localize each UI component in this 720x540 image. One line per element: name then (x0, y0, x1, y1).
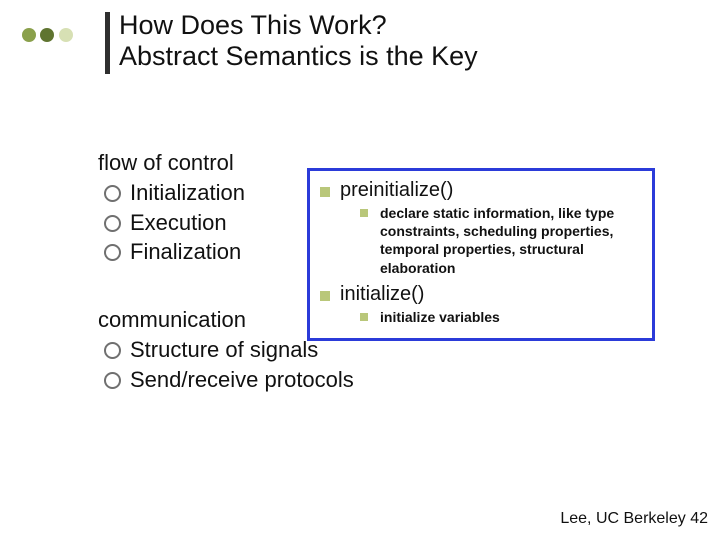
list-item: Send/receive protocols (98, 365, 398, 395)
dot-icon (22, 28, 36, 42)
callout-label: preinitialize() (340, 179, 453, 201)
callout-item: preinitialize() declare static informati… (320, 179, 642, 277)
title-bar (105, 12, 110, 74)
callout-sub: initialize variables (340, 308, 642, 326)
title-line-2: Abstract Semantics is the Key (119, 41, 478, 72)
square-bullet-icon (320, 291, 330, 301)
square-bullet-icon (320, 187, 330, 197)
square-bullet-icon (360, 313, 368, 321)
callout-sub-text: declare static information, like type co… (380, 204, 642, 277)
dot-icon (59, 28, 73, 42)
comm-list: Structure of signals Send/receive protoc… (98, 335, 398, 394)
callout-sub: declare static information, like type co… (340, 204, 642, 277)
callout-box: preinitialize() declare static informati… (307, 168, 655, 341)
slide: How Does This Work? Abstract Semantics i… (0, 0, 720, 540)
title-line-1: How Does This Work? (119, 10, 478, 41)
square-bullet-icon (360, 209, 368, 217)
footer-text: Lee, UC Berkeley 42 (560, 510, 708, 528)
callout-item: initialize() initialize variables (320, 283, 642, 326)
dot-icon (40, 28, 54, 42)
accent-dots (22, 28, 73, 47)
slide-title: How Does This Work? Abstract Semantics i… (119, 10, 478, 72)
callout-sub-text: initialize variables (380, 308, 642, 326)
callout-label: initialize() (340, 283, 424, 305)
